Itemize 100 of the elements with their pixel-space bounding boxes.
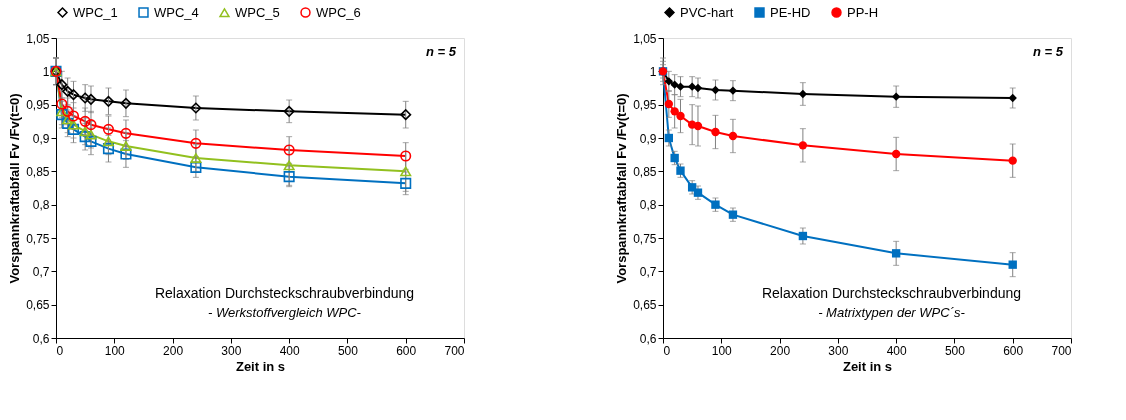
- point: [400, 166, 412, 177]
- x-axis-title: Zeit in s: [842, 358, 893, 374]
- legend-label: WPC_5: [235, 4, 280, 20]
- point: [79, 131, 91, 143]
- y-tick-label: 0,85: [633, 164, 657, 179]
- y-tick-label: 0,8: [32, 198, 50, 213]
- point: [676, 82, 685, 91]
- point: [676, 111, 685, 121]
- x-tick-label: 300: [221, 343, 242, 358]
- point: [79, 126, 91, 137]
- legend-label: PVC-hart: [680, 4, 734, 20]
- point: [190, 161, 202, 173]
- point: [798, 89, 808, 99]
- point: [190, 153, 202, 163]
- point: [400, 109, 412, 121]
- x-axis-title: Zeit in s: [235, 358, 286, 374]
- point: [85, 129, 97, 140]
- point: [798, 231, 808, 241]
- point: [891, 92, 901, 101]
- annotation: - Werkstoffvergleich WPC-: [208, 305, 362, 320]
- point: [283, 160, 295, 171]
- point: [102, 95, 114, 107]
- point: [67, 123, 80, 135]
- point: [79, 115, 91, 127]
- point: [798, 141, 808, 150]
- y-tick-label: 0,9: [639, 131, 657, 146]
- y-tick-label: 0,6: [32, 331, 50, 346]
- y-tick-label: 0,95: [26, 98, 50, 113]
- x-tick-label: 400: [886, 343, 907, 358]
- point: [102, 136, 114, 147]
- point: [1008, 260, 1017, 269]
- point: [891, 249, 901, 258]
- annotation: n = 5: [426, 44, 457, 59]
- annotation: n = 5: [1033, 44, 1064, 59]
- point: [62, 117, 74, 129]
- y-tick-label: 0,7: [32, 264, 50, 279]
- point: [120, 127, 132, 139]
- point: [67, 110, 80, 122]
- point: [190, 137, 202, 149]
- annotation: - Matrixtypen der WPC´s-: [818, 305, 966, 320]
- y-tick-label: 0,6: [639, 331, 657, 346]
- y-tick-label: 0,85: [26, 164, 50, 179]
- point: [711, 85, 720, 95]
- point: [79, 92, 91, 104]
- x-tick-label: 400: [279, 343, 300, 358]
- point: [85, 135, 97, 147]
- point: [711, 127, 720, 137]
- point: [664, 133, 674, 143]
- x-tick-label: 500: [337, 343, 359, 358]
- point: [67, 119, 80, 130]
- x-tick-label: 700: [1051, 343, 1072, 358]
- point: [670, 107, 679, 116]
- point: [56, 109, 68, 121]
- point: [728, 131, 738, 141]
- x-tick-label: 0: [56, 343, 64, 358]
- y-tick-label: 1: [42, 64, 50, 79]
- y-tick-label: 0,75: [633, 231, 657, 246]
- point: [693, 83, 703, 93]
- point: [670, 80, 679, 89]
- point: [85, 93, 97, 105]
- y-tick-label: 0,65: [633, 298, 657, 313]
- point: [85, 119, 97, 131]
- y-tick-label: 0,75: [26, 231, 50, 246]
- legend-label: WPC_4: [154, 4, 199, 20]
- x-tick-label: 300: [828, 343, 849, 358]
- x-tick-label: 200: [163, 343, 184, 358]
- point: [62, 85, 74, 97]
- point: [283, 171, 295, 183]
- point: [283, 144, 295, 156]
- x-tick-label: 0: [663, 343, 671, 358]
- point: [891, 149, 901, 159]
- point: [120, 141, 132, 151]
- point: [728, 86, 738, 95]
- y-tick-label: 1,05: [633, 31, 657, 46]
- point: [102, 123, 114, 135]
- x-tick-label: 200: [770, 343, 791, 358]
- point: [1008, 93, 1017, 103]
- y-tick-label: 0,65: [26, 298, 50, 313]
- point: [711, 200, 720, 209]
- point: [120, 97, 132, 109]
- legend-label: WPC_1: [73, 4, 118, 20]
- legend-label: PP-H: [847, 4, 879, 20]
- legend-label: PE-HD: [770, 4, 811, 20]
- point: [283, 105, 295, 117]
- y-axis-title: Vorspannkraftabfall Fv /Fv(t=0): [614, 93, 630, 284]
- point: [62, 114, 74, 125]
- point: [190, 102, 202, 114]
- x-tick-label: 500: [944, 343, 966, 358]
- point: [400, 177, 412, 189]
- point: [664, 77, 674, 86]
- point: [102, 143, 114, 155]
- x-tick-label: 100: [711, 343, 733, 358]
- y-tick-label: 0,95: [633, 98, 657, 113]
- y-tick-label: 0,8: [639, 198, 657, 213]
- y-tick-label: 1,05: [26, 31, 50, 46]
- y-tick-label: 0,7: [639, 264, 657, 279]
- y-tick-label: 1: [649, 64, 657, 79]
- legend-label: WPC_6: [316, 4, 361, 20]
- point: [56, 79, 68, 91]
- point: [664, 99, 674, 109]
